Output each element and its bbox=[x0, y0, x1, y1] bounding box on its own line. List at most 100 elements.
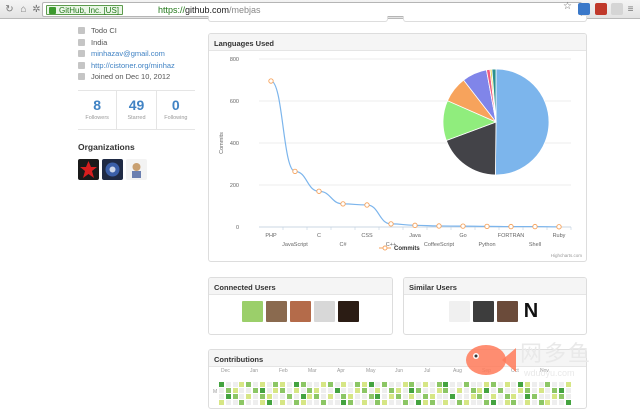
contribution-day[interactable] bbox=[477, 388, 483, 393]
following-stat[interactable]: 0 Following bbox=[155, 91, 195, 129]
contribution-day[interactable] bbox=[491, 388, 496, 393]
contribution-day[interactable] bbox=[266, 388, 272, 393]
contribution-day[interactable] bbox=[287, 382, 292, 387]
contribution-day[interactable] bbox=[463, 382, 469, 387]
contribution-day[interactable] bbox=[300, 388, 306, 393]
bookmark-star-icon[interactable]: ☆ bbox=[563, 1, 572, 12]
extensions-icon[interactable]: ✲ bbox=[32, 4, 41, 15]
contribution-day[interactable] bbox=[307, 394, 313, 399]
contribution-day[interactable] bbox=[504, 400, 510, 405]
contribution-day[interactable] bbox=[314, 388, 320, 393]
contribution-day[interactable] bbox=[545, 400, 551, 405]
contribution-day[interactable] bbox=[389, 388, 394, 393]
contribution-day[interactable] bbox=[232, 382, 238, 387]
contribution-day[interactable] bbox=[368, 382, 374, 387]
contribution-day[interactable] bbox=[463, 394, 469, 399]
contribution-day[interactable] bbox=[293, 388, 299, 393]
user-avatar[interactable] bbox=[338, 301, 359, 322]
contribution-day[interactable] bbox=[300, 382, 306, 387]
contribution-day[interactable] bbox=[470, 382, 476, 387]
contribution-day[interactable] bbox=[395, 400, 401, 405]
address-bar[interactable]: GitHub, Inc. [US] https://github.com/meb… bbox=[42, 2, 582, 17]
contribution-day[interactable] bbox=[497, 382, 503, 387]
contribution-day[interactable] bbox=[239, 400, 245, 405]
contribution-day[interactable] bbox=[389, 394, 394, 399]
contribution-day[interactable] bbox=[382, 394, 388, 399]
contribution-day[interactable] bbox=[321, 394, 326, 399]
contribution-day[interactable] bbox=[484, 394, 490, 399]
contribution-day[interactable] bbox=[334, 388, 340, 393]
contribution-day[interactable] bbox=[361, 400, 367, 405]
contribution-day[interactable] bbox=[477, 382, 483, 387]
contribution-day[interactable] bbox=[355, 400, 360, 405]
user-avatar[interactable] bbox=[448, 301, 470, 322]
contribution-day[interactable] bbox=[327, 400, 333, 405]
contribution-day[interactable] bbox=[409, 394, 415, 399]
contribution-day[interactable] bbox=[436, 382, 442, 387]
contribution-day[interactable] bbox=[246, 388, 252, 393]
contribution-day[interactable] bbox=[416, 382, 422, 387]
contribution-day[interactable] bbox=[334, 382, 340, 387]
contribution-day[interactable] bbox=[219, 394, 224, 399]
contribution-day[interactable] bbox=[382, 400, 388, 405]
user-avatar[interactable] bbox=[496, 301, 518, 322]
contribution-day[interactable] bbox=[402, 388, 408, 393]
contribution-day[interactable] bbox=[314, 400, 320, 405]
contribution-day[interactable] bbox=[545, 394, 551, 399]
contribution-day[interactable] bbox=[559, 400, 564, 405]
contribution-day[interactable] bbox=[280, 394, 286, 399]
contribution-day[interactable] bbox=[225, 388, 231, 393]
contribution-day[interactable] bbox=[389, 382, 394, 387]
contribution-day[interactable] bbox=[484, 382, 490, 387]
contribution-day[interactable] bbox=[355, 388, 360, 393]
contribution-day[interactable] bbox=[504, 382, 510, 387]
ev-certificate-badge[interactable]: GitHub, Inc. [US] bbox=[46, 5, 124, 15]
organization-avatar[interactable] bbox=[78, 159, 99, 180]
contribution-day[interactable] bbox=[538, 394, 544, 399]
contribution-day[interactable] bbox=[402, 394, 408, 399]
contribution-day[interactable] bbox=[450, 388, 456, 393]
contribution-day[interactable] bbox=[429, 388, 435, 393]
contribution-day[interactable] bbox=[327, 394, 333, 399]
contribution-day[interactable] bbox=[463, 388, 469, 393]
contribution-day[interactable] bbox=[450, 382, 456, 387]
contribution-day[interactable] bbox=[416, 394, 422, 399]
contribution-day[interactable] bbox=[219, 382, 224, 387]
contribution-day[interactable] bbox=[253, 400, 258, 405]
contribution-day[interactable] bbox=[321, 388, 326, 393]
menu-icon[interactable]: ≡ bbox=[627, 4, 634, 15]
followers-stat[interactable]: 8 Followers bbox=[85, 97, 109, 121]
contribution-day[interactable] bbox=[565, 382, 571, 387]
contribution-day[interactable] bbox=[253, 388, 258, 393]
contribution-day[interactable] bbox=[436, 400, 442, 405]
contribution-day[interactable] bbox=[484, 400, 490, 405]
contribution-day[interactable] bbox=[457, 382, 462, 387]
contribution-day[interactable] bbox=[368, 394, 374, 399]
contribution-day[interactable] bbox=[525, 400, 530, 405]
contribution-day[interactable] bbox=[246, 400, 252, 405]
contribution-day[interactable] bbox=[232, 394, 238, 399]
contribution-day[interactable] bbox=[470, 400, 476, 405]
contribution-day[interactable] bbox=[409, 388, 415, 393]
contribution-day[interactable] bbox=[429, 400, 435, 405]
contribution-day[interactable] bbox=[382, 388, 388, 393]
contribution-day[interactable] bbox=[518, 394, 524, 399]
contribution-day[interactable] bbox=[341, 394, 347, 399]
contribution-day[interactable] bbox=[559, 394, 564, 399]
contribution-day[interactable] bbox=[395, 388, 401, 393]
contribution-day[interactable] bbox=[321, 400, 326, 405]
contribution-day[interactable] bbox=[327, 388, 333, 393]
contribution-day[interactable] bbox=[518, 388, 524, 393]
contribution-day[interactable] bbox=[266, 394, 272, 399]
contribution-day[interactable] bbox=[334, 394, 340, 399]
home-icon[interactable]: ⌂ bbox=[20, 4, 27, 15]
user-avatar[interactable] bbox=[314, 301, 335, 322]
contribution-day[interactable] bbox=[511, 400, 517, 405]
contribution-day[interactable] bbox=[457, 388, 462, 393]
contribution-day[interactable] bbox=[443, 400, 449, 405]
contribution-day[interactable] bbox=[436, 394, 442, 399]
contribution-day[interactable] bbox=[429, 394, 435, 399]
contribution-day[interactable] bbox=[239, 388, 245, 393]
reload-icon[interactable]: ↻ bbox=[5, 4, 14, 15]
contribution-day[interactable] bbox=[219, 400, 224, 405]
